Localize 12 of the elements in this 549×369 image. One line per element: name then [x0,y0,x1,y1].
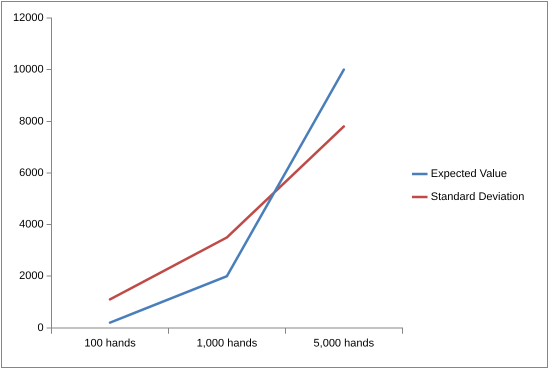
y-tick-label: 2000 [19,270,44,282]
y-tick-label: 10000 [12,64,44,76]
x-tick-label: 1,000 hands [196,337,258,350]
legend-label: Expected Value [430,168,507,180]
y-tick-label: 0 [37,322,44,334]
y-tick-label: 8000 [19,115,44,128]
y-tick-label: 12000 [12,12,44,24]
x-tick-label: 5,000 hands [314,337,375,350]
legend-label: Standard Deviation [430,191,524,204]
y-tick-label: 6000 [19,166,44,179]
x-tick-label: 100 hands [84,337,136,350]
y-tick-label: 4000 [19,218,44,231]
